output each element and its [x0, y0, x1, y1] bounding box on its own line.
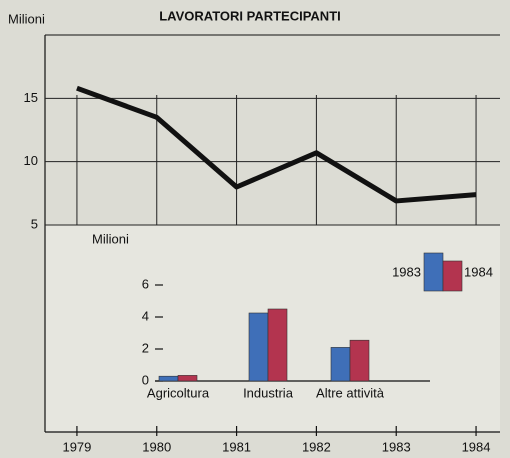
y-tick-label: 4 — [142, 308, 149, 323]
bar — [177, 375, 198, 382]
y-tick-label: 6 — [142, 276, 149, 291]
inset-y-label: Milioni — [92, 231, 129, 246]
y-tick-label: 2 — [142, 340, 149, 355]
x-tick-label: 1983 — [382, 439, 411, 454]
bar — [330, 347, 351, 382]
y-tick-label: 5 — [31, 216, 38, 231]
x-tick-label: 1982 — [302, 439, 331, 454]
x-tick-label: Altre attività — [316, 385, 385, 400]
legend-label: 1983 — [392, 264, 421, 279]
chart-title: LAVORATORI PARTECIPANTI — [159, 8, 341, 23]
y-tick-label: 10 — [24, 153, 38, 168]
bar — [158, 375, 179, 382]
bar — [349, 339, 370, 382]
bar — [267, 308, 288, 382]
x-tick-label: Industria — [243, 385, 294, 400]
x-tick-label: Agricoltura — [147, 385, 210, 400]
x-tick-label: 1979 — [62, 439, 91, 454]
y-axis-label: Milioni — [8, 11, 45, 26]
x-tick-label: 1980 — [142, 439, 171, 454]
legend-label: 1984 — [464, 264, 493, 279]
legend-swatch — [442, 260, 463, 292]
y-tick-label: 0 — [142, 372, 149, 387]
line — [76, 85, 477, 204]
legend-swatch — [423, 252, 444, 292]
bar — [248, 312, 269, 382]
y-tick-label: 15 — [24, 90, 38, 105]
x-tick-label: 1981 — [222, 439, 251, 454]
x-tick-label: 1984 — [462, 439, 491, 454]
